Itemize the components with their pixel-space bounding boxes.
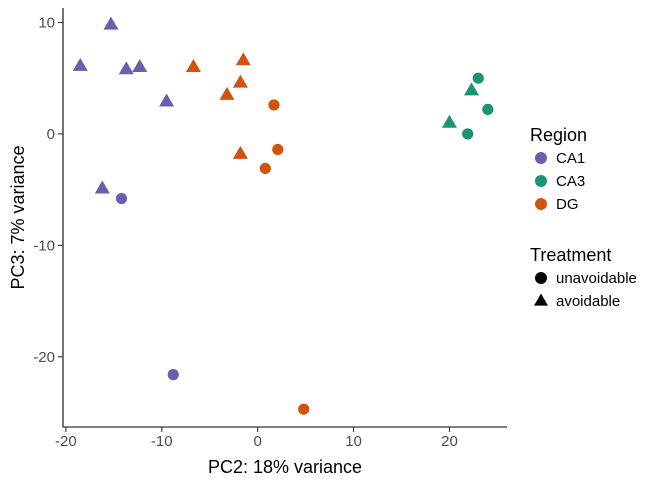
data-point-triangle [159, 93, 175, 107]
x-tick-label: -10 [151, 433, 173, 450]
x-tick-label: 20 [441, 433, 458, 450]
legend-label-avoidable: avoidable [556, 293, 620, 310]
data-point-circle [115, 192, 128, 205]
data-point-triangle [185, 59, 201, 72]
y-axis-title: PC3: 7% variance [8, 145, 28, 289]
legend-label-unavoidable: unavoidable [556, 270, 637, 287]
data-point-triangle [219, 86, 235, 100]
data-point-circle [298, 403, 310, 415]
legend-label-ca1: CA1 [556, 150, 585, 167]
points-layer [72, 16, 494, 415]
y-tick-label: -10 [33, 237, 55, 254]
legend-key-ca1 [535, 152, 547, 164]
data-point-circle [268, 99, 280, 111]
data-point-triangle [103, 16, 119, 30]
y-tick-label: -20 [33, 349, 55, 366]
data-point-triangle [235, 52, 251, 66]
data-point-triangle [118, 61, 134, 75]
data-point-triangle [441, 114, 457, 128]
y-tick-label: 0 [47, 126, 55, 143]
data-point-circle [462, 128, 474, 140]
data-point-triangle [232, 74, 248, 88]
legend-label-ca3: CA3 [556, 173, 585, 190]
data-point-circle [272, 143, 284, 156]
x-tick-label: -20 [55, 433, 77, 450]
legend-key-unavoidable [535, 272, 547, 284]
data-point-triangle [94, 180, 110, 194]
data-point-triangle [132, 59, 148, 72]
treatment-legend-title: Treatment [530, 245, 611, 265]
legend-label-dg: DG [556, 196, 579, 213]
data-point-triangle [464, 82, 480, 96]
y-tick-label: 10 [38, 14, 55, 31]
data-point-circle [472, 72, 484, 84]
data-point-triangle [232, 145, 248, 159]
x-tick-label: 0 [253, 433, 261, 450]
x-axis-ticks: -20 -10 0 10 20 [55, 427, 458, 450]
legend-key-dg [535, 198, 547, 210]
x-tick-label: 10 [345, 433, 362, 450]
x-axis-title: PC2: 18% variance [208, 457, 362, 477]
data-point-circle [167, 369, 179, 381]
data-point-circle [259, 162, 271, 175]
y-axis-ticks: 10 0 -10 -20 [33, 14, 63, 366]
legend-key-avoidable [534, 293, 548, 306]
treatment-legend: Treatment unavoidable avoidable [530, 245, 637, 310]
data-point-triangle [72, 57, 88, 71]
data-point-circle [482, 103, 494, 116]
legend-key-ca3 [535, 175, 547, 187]
region-legend: Region CA1 CA3 DG [530, 125, 587, 213]
region-legend-title: Region [530, 125, 587, 145]
